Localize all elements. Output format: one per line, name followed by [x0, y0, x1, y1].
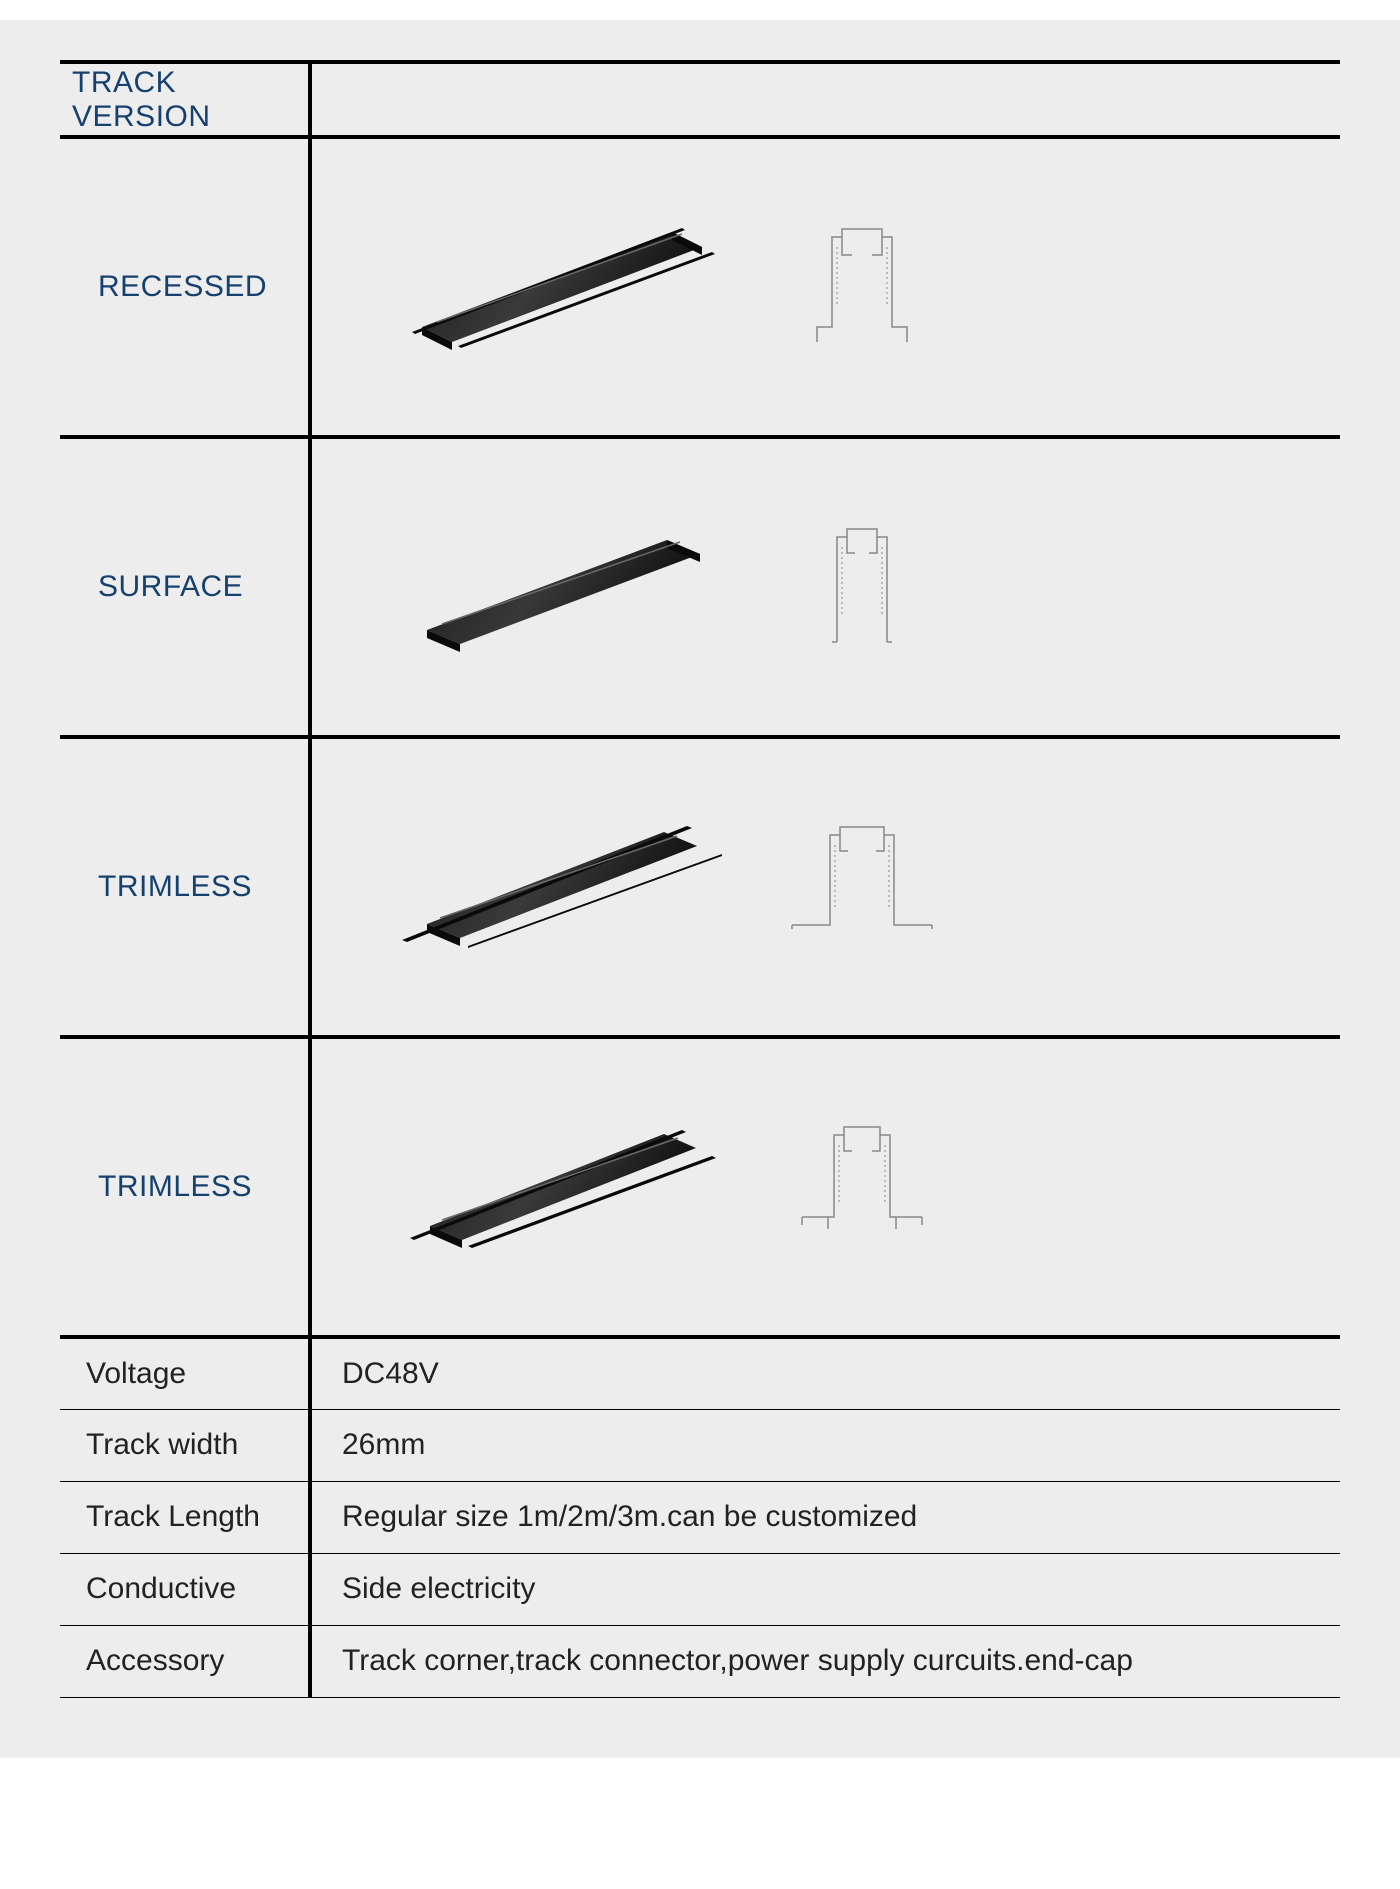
version-content-cell [310, 137, 1340, 437]
version-label-cell: TRIMLESS [60, 1037, 310, 1337]
track-photo-trimless-2 [382, 1112, 722, 1262]
spec-label: Track width [72, 1428, 238, 1461]
version-row-trimless-1: TRIMLESS [60, 737, 1340, 1037]
spec-value-cell: DC48V [310, 1337, 1340, 1409]
spec-value: DC48V [342, 1357, 439, 1390]
header-empty [310, 62, 1340, 137]
spec-value: 26mm [342, 1428, 425, 1461]
track-table: TRACK VERSION RECESSED [60, 60, 1340, 1698]
version-label-cell: TRIMLESS [60, 737, 310, 1037]
header-title: TRACK VERSION [72, 66, 211, 133]
spec-value-cell: 26mm [310, 1409, 1340, 1481]
spec-label-cell: Voltage [60, 1337, 310, 1409]
spec-label-cell: Track width [60, 1409, 310, 1481]
spec-row-conductive: Conductive Side electricity [60, 1553, 1340, 1625]
spec-label: Conductive [72, 1572, 236, 1605]
spec-value: Track corner,track connector,power suppl… [342, 1644, 1133, 1677]
profile-trimless-narrow-icon [782, 1107, 942, 1267]
track-photo-surface [382, 512, 722, 662]
version-row-recessed: RECESSED [60, 137, 1340, 437]
version-label: SURFACE [72, 570, 308, 604]
track-photo-recessed [382, 212, 722, 362]
spec-value-cell: Track corner,track connector,power suppl… [310, 1625, 1340, 1697]
spec-row-voltage: Voltage DC48V [60, 1337, 1340, 1409]
spec-label: Voltage [72, 1357, 186, 1390]
spec-label-cell: Accessory [60, 1625, 310, 1697]
track-photo-trimless-1 [382, 812, 722, 962]
version-label: RECESSED [72, 270, 308, 304]
version-content-cell [310, 1037, 1340, 1337]
version-label-cell: SURFACE [60, 437, 310, 737]
version-row-trimless-2: TRIMLESS [60, 1037, 1340, 1337]
version-label-cell: RECESSED [60, 137, 310, 437]
spec-row-accessory: Accessory Track corner,track connector,p… [60, 1625, 1340, 1697]
spec-label-cell: Track Length [60, 1481, 310, 1553]
spec-label-cell: Conductive [60, 1553, 310, 1625]
version-row-surface: SURFACE [60, 437, 1340, 737]
profile-recessed-icon [782, 207, 942, 367]
spec-value-cell: Side electricity [310, 1553, 1340, 1625]
spec-value: Regular size 1m/2m/3m.can be customized [342, 1500, 917, 1533]
spec-value-cell: Regular size 1m/2m/3m.can be customized [310, 1481, 1340, 1553]
profile-trimless-wide-icon [782, 807, 942, 967]
spec-row-width: Track width 26mm [60, 1409, 1340, 1481]
spec-row-length: Track Length Regular size 1m/2m/3m.can b… [60, 1481, 1340, 1553]
table-header-row: TRACK VERSION [60, 62, 1340, 137]
spec-label: Accessory [72, 1644, 224, 1677]
version-content-cell [310, 737, 1340, 1037]
spec-sheet: TRACK VERSION RECESSED [0, 20, 1400, 1758]
version-label: TRIMLESS [72, 1170, 308, 1204]
profile-surface-icon [782, 507, 942, 667]
version-label: TRIMLESS [72, 870, 308, 904]
header-cell: TRACK VERSION [60, 62, 310, 137]
spec-value: Side electricity [342, 1572, 535, 1605]
version-content-cell [310, 437, 1340, 737]
spec-label: Track Length [72, 1500, 260, 1533]
